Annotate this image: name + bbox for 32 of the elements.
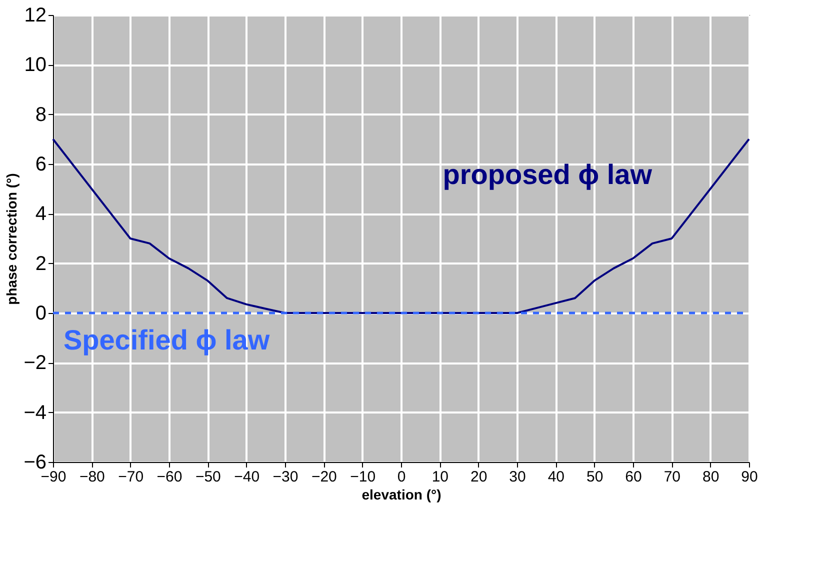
x-tick-label: −30 bbox=[272, 468, 298, 486]
x-tick-label: −80 bbox=[79, 468, 105, 486]
line-series bbox=[52, 138, 750, 314]
y-tick-label: 6 bbox=[35, 154, 46, 176]
y-tick-label: 4 bbox=[35, 203, 46, 226]
series-label: Specified ϕ law bbox=[63, 324, 270, 356]
x-tick-label: 60 bbox=[625, 468, 642, 486]
x-tick-label: −70 bbox=[118, 468, 144, 486]
y-tick-label: 10 bbox=[24, 54, 46, 76]
x-tick-label: 50 bbox=[586, 468, 604, 486]
series-label: proposed ϕ law bbox=[442, 158, 652, 190]
x-tick-label: 0 bbox=[397, 468, 406, 486]
y-tick-label: 2 bbox=[35, 252, 46, 275]
x-tick-label: −20 bbox=[311, 468, 337, 486]
x-tick-label: 90 bbox=[741, 468, 758, 486]
x-tick-label: 30 bbox=[509, 468, 526, 486]
x-tick-label: 80 bbox=[702, 468, 720, 486]
x-tick-label: −50 bbox=[195, 468, 221, 486]
x-tick-label: 20 bbox=[470, 468, 488, 486]
x-tick-label: 70 bbox=[664, 468, 681, 486]
x-axis-title: elevation (°) bbox=[362, 486, 442, 502]
x-tick-label: 10 bbox=[432, 468, 449, 486]
y-tick-label: 0 bbox=[35, 302, 46, 324]
x-tick-label: −40 bbox=[234, 468, 260, 486]
y-tick-label: 8 bbox=[35, 104, 46, 126]
x-tick-label: −60 bbox=[156, 468, 182, 486]
x-tick-label: 40 bbox=[548, 468, 565, 486]
y-tick-label: −4 bbox=[24, 402, 46, 424]
y-tick-label: 12 bbox=[24, 4, 46, 26]
y-axis-title: phase correction (°) bbox=[4, 173, 20, 305]
x-tick-label: −10 bbox=[350, 468, 376, 486]
y-tick-label: −2 bbox=[24, 352, 46, 374]
